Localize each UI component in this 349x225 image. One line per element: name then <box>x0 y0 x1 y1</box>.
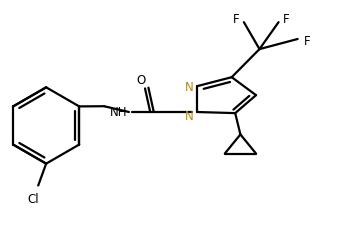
Text: F: F <box>283 13 290 26</box>
Text: N: N <box>185 80 193 93</box>
Text: O: O <box>136 74 146 87</box>
Text: F: F <box>232 13 239 26</box>
Text: N: N <box>185 110 193 123</box>
Text: Cl: Cl <box>28 193 39 206</box>
Text: F: F <box>304 35 311 48</box>
Text: NH: NH <box>110 106 128 119</box>
